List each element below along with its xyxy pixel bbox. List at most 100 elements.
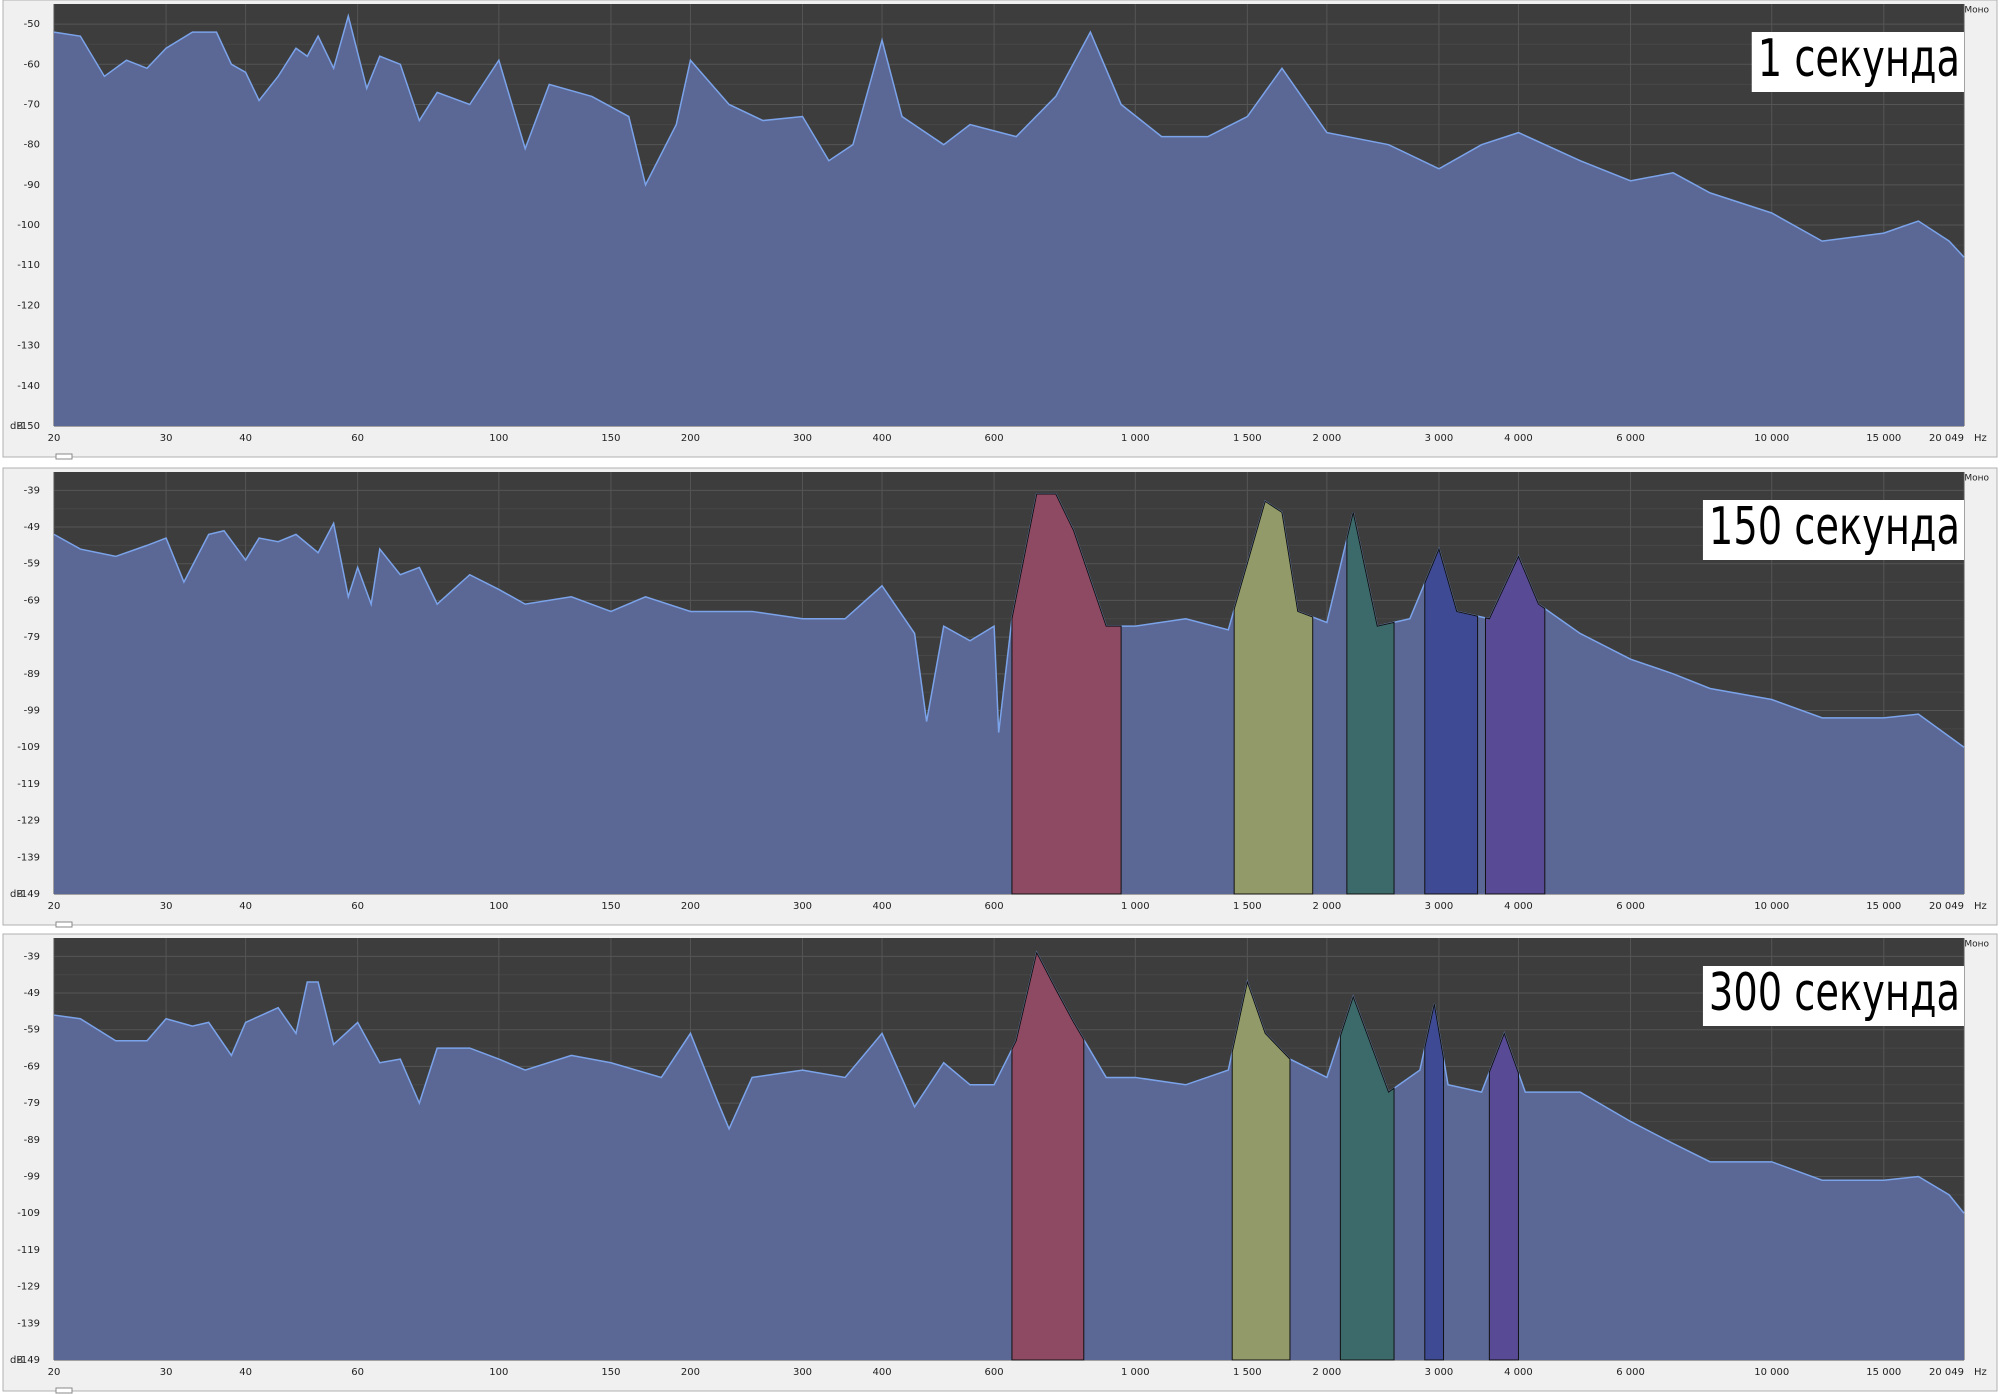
y-tick-label: -80 — [24, 140, 40, 151]
y-tick-label: -70 — [24, 99, 40, 110]
x-tick-label: 20 — [48, 433, 61, 444]
scroll-handle — [55, 921, 73, 928]
x-tick-label: 1 500 — [1233, 1367, 1262, 1378]
highlight-band — [1339, 995, 1395, 1361]
x-tick-label: 3 000 — [1425, 1367, 1454, 1378]
x-unit: Hz — [1974, 433, 1987, 444]
x-tick-label: 1 000 — [1121, 1367, 1150, 1378]
x-tick-label: 60 — [351, 1367, 364, 1378]
x-unit: Hz — [1974, 1367, 1987, 1378]
x-tick-label: 600 — [985, 1367, 1004, 1378]
y-tick-label: -129 — [17, 816, 40, 827]
x-tick-label: 60 — [351, 901, 364, 912]
y-unit: dB — [10, 421, 23, 432]
y-tick-label: -49 — [24, 522, 40, 533]
y-tick-label: -149 — [17, 1355, 40, 1366]
y-tick-label: -90 — [24, 180, 40, 191]
y-tick-label: -109 — [17, 742, 40, 753]
panel-title: 300 секунда — [1709, 963, 1960, 1023]
spectrum-area — [54, 952, 1964, 1360]
x-tick-label: 150 — [601, 433, 620, 444]
x-tick-label: 6 000 — [1616, 901, 1645, 912]
y-tick-label: -99 — [24, 1172, 40, 1183]
y-tick-label: -119 — [17, 1245, 40, 1256]
x-tick-label: 1 000 — [1121, 433, 1150, 444]
highlight-band — [1484, 555, 1546, 895]
y-tick-label: -39 — [24, 951, 40, 962]
x-tick-label: 2 000 — [1313, 901, 1342, 912]
y-tick-label: -59 — [24, 559, 40, 570]
x-tick-label: 6 000 — [1616, 433, 1645, 444]
x-tick-label: 3 000 — [1425, 901, 1454, 912]
x-tick-label: 1 500 — [1233, 433, 1262, 444]
x-tick-label: 40 — [239, 1367, 252, 1378]
x-tick-label: 60 — [351, 433, 364, 444]
y-tick-label: -139 — [17, 1318, 40, 1329]
highlight-band — [1424, 1003, 1445, 1361]
x-tick-label: 100 — [489, 901, 508, 912]
x-tick-label: 15 000 — [1866, 433, 1901, 444]
x-tick-label: 40 — [239, 433, 252, 444]
x-tick-label: 300 — [793, 433, 812, 444]
x-tick-label: 10 000 — [1754, 901, 1789, 912]
y-tick-label: -150 — [17, 421, 40, 432]
y-tick-label: -149 — [17, 889, 40, 900]
x-tick-label: 150 — [601, 901, 620, 912]
x-tick-label: 200 — [681, 1367, 700, 1378]
highlight-band — [1011, 493, 1122, 895]
channel-label: Моно — [1964, 940, 1989, 950]
x-tick-label: 600 — [985, 433, 1004, 444]
panel-title: 1 секунда — [1758, 29, 1960, 89]
y-tick-label: -130 — [17, 341, 40, 352]
y-tick-label: -79 — [24, 632, 40, 643]
y-tick-label: -50 — [24, 19, 40, 30]
y-unit: dB — [10, 1355, 23, 1366]
x-tick-label: 100 — [489, 1367, 508, 1378]
y-tick-label: -89 — [24, 1135, 40, 1146]
x-tick-label: 200 — [681, 433, 700, 444]
y-tick-label: -140 — [17, 381, 40, 392]
x-tick-label: 300 — [793, 1367, 812, 1378]
panel-title: 150 секунда — [1709, 497, 1960, 557]
y-tick-label: -89 — [24, 669, 40, 680]
x-tick-label: 4 000 — [1504, 901, 1533, 912]
x-tick-label: 3 000 — [1425, 433, 1454, 444]
title-box — [1702, 500, 1964, 560]
y-unit: dB — [10, 889, 23, 900]
highlight-band — [1424, 547, 1479, 895]
channel-label: Моно — [1964, 6, 1989, 16]
spectrum-line — [53, 13, 1965, 258]
channel-label: Моно — [1964, 474, 1989, 484]
y-tick-label: -39 — [24, 485, 40, 496]
y-tick-label: -119 — [17, 779, 40, 790]
x-tick-label: 20 — [48, 901, 61, 912]
x-tick-label: 15 000 — [1866, 1367, 1901, 1378]
x-tick-label: 20 049 — [1929, 901, 1964, 912]
y-tick-label: -69 — [24, 595, 40, 606]
y-tick-label: -110 — [17, 260, 40, 271]
x-tick-label: 10 000 — [1754, 1367, 1789, 1378]
highlight-band — [1488, 1031, 1519, 1361]
spectrum-area — [54, 16, 1964, 427]
title-box — [1751, 32, 1964, 92]
x-tick-label: 40 — [239, 901, 252, 912]
y-tick-label: -129 — [17, 1282, 40, 1293]
y-tick-label: -49 — [24, 988, 40, 999]
highlight-band — [1011, 951, 1085, 1361]
title-box — [1702, 966, 1964, 1026]
x-tick-label: 6 000 — [1616, 1367, 1645, 1378]
x-tick-label: 400 — [872, 1367, 891, 1378]
x-tick-label: 200 — [681, 901, 700, 912]
spectrum-panel: -39 -49 -59 -69 -79 -89 -99 -109 -119 -129 -139 -14… — [2, 933, 1998, 1394]
y-tick-label: -120 — [17, 300, 40, 311]
x-tick-label: 4 000 — [1504, 1367, 1533, 1378]
highlight-band — [1231, 980, 1291, 1361]
x-tick-label: 600 — [985, 901, 1004, 912]
y-tick-label: -139 — [17, 852, 40, 863]
y-tick-label: -109 — [17, 1208, 40, 1219]
x-tick-label: 20 — [48, 1367, 61, 1378]
x-tick-label: 10 000 — [1754, 433, 1789, 444]
y-tick-label: -100 — [17, 220, 40, 231]
x-tick-label: 30 — [160, 1367, 173, 1378]
x-tick-label: 400 — [872, 433, 891, 444]
